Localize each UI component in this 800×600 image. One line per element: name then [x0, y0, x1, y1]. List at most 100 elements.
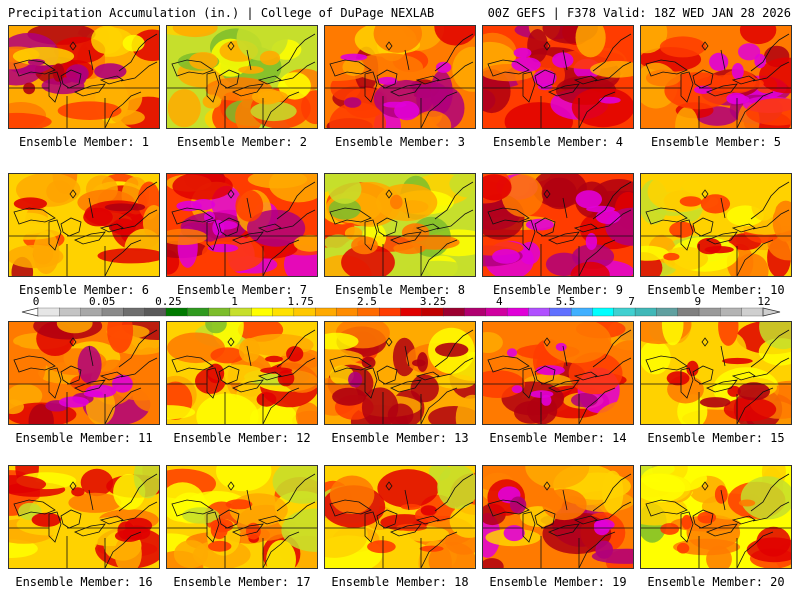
- precip-contour: [739, 26, 777, 45]
- colorbar-bin: [165, 307, 188, 317]
- precipitation-colorbar: [21, 307, 781, 317]
- boundary-line: [257, 371, 282, 381]
- boundary-line: [382, 345, 422, 424]
- geography-overlay: [641, 329, 791, 424]
- boundary-line: [415, 515, 440, 525]
- colorbar-tick-label: 1: [231, 295, 238, 308]
- precip-contour: [759, 57, 791, 94]
- precip-core: [23, 82, 36, 95]
- precip-core: [94, 63, 127, 80]
- precip-core: [552, 52, 574, 68]
- boundary-line: [60, 365, 82, 385]
- boundary-line: [434, 329, 474, 368]
- precip-contour: [266, 540, 296, 568]
- boundary-line: [376, 365, 398, 385]
- boundary-line: [736, 531, 774, 568]
- colorbar-bin: [187, 307, 210, 317]
- boundary-line: [120, 61, 158, 82]
- precip-contour: [57, 101, 122, 120]
- colorbar-tick-label: 9: [694, 295, 702, 308]
- ensemble-member-map: [324, 25, 476, 129]
- boundary-line: [540, 197, 580, 276]
- colorbar-tick-label: 0: [32, 295, 40, 308]
- colorbar-bin: [485, 307, 508, 317]
- precip-core: [104, 203, 138, 212]
- diamond-marker-icon: [227, 337, 235, 347]
- precip-core: [737, 382, 770, 401]
- boundary-line: [257, 75, 282, 85]
- boundary-line: [376, 217, 398, 237]
- colorbar-bin: [123, 307, 146, 317]
- precip-core: [256, 392, 277, 407]
- colorbar-bin: [741, 307, 764, 317]
- precip-contour: [536, 556, 577, 568]
- model-run-valid-time: 00Z GEFS | F378 Valid: 18Z WED JAN 28 20…: [487, 6, 791, 20]
- boundary-line: [66, 49, 106, 128]
- boundary-line: [594, 61, 632, 82]
- precip-core: [83, 390, 104, 397]
- ensemble-member-label: Ensemble Member: 9: [492, 283, 624, 297]
- ensemble-member-map: [8, 25, 160, 129]
- precip-core: [666, 371, 690, 386]
- boundary-line: [329, 355, 372, 373]
- precip-core: [575, 190, 602, 209]
- ensemble-member-label: Ensemble Member: 13: [331, 431, 469, 445]
- boundary-line: [278, 61, 316, 82]
- precip-core: [208, 540, 232, 552]
- ensemble-member-label: Ensemble Member: 1: [18, 135, 150, 149]
- precip-contour: [483, 332, 503, 353]
- colorbar-bin: [528, 307, 551, 317]
- precip-contour: [571, 87, 633, 128]
- boundary-line: [262, 531, 300, 568]
- precip-contour: [542, 513, 612, 555]
- precip-contour: [361, 387, 399, 424]
- ensemble-member-label: Ensemble Member: 4: [492, 135, 624, 149]
- colorbar-bin: [656, 307, 679, 317]
- boundary-line: [752, 501, 790, 522]
- colorbar-bin: [208, 307, 231, 317]
- boundary-line: [118, 473, 158, 512]
- boundary-line: [645, 207, 688, 225]
- precip-core: [727, 385, 741, 397]
- precip-core: [726, 94, 750, 104]
- colorbar-tick-label: 12: [757, 295, 771, 308]
- precip-core: [599, 96, 621, 104]
- precip-contour: [167, 405, 196, 420]
- diamond-marker-icon: [543, 481, 551, 491]
- boundary-line: [224, 197, 264, 276]
- precip-contour: [413, 110, 452, 128]
- diamond-marker-icon: [69, 41, 77, 51]
- precip-core: [594, 519, 615, 531]
- colorbar-bin: [506, 307, 529, 317]
- colorbar-bin: [293, 307, 316, 317]
- precip-core: [529, 390, 554, 398]
- precip-core: [71, 487, 85, 497]
- precip-contour: [68, 492, 122, 513]
- precip-core: [503, 525, 525, 542]
- colorbar-tick-label: 0.05: [88, 295, 116, 308]
- boundary-line: [698, 197, 738, 276]
- precip-core: [660, 523, 680, 535]
- precip-core: [377, 76, 398, 85]
- precip-contour: [295, 402, 317, 424]
- diamond-marker-icon: [385, 41, 393, 51]
- boundary-line: [436, 209, 474, 230]
- boundary-line: [692, 69, 714, 89]
- ensemble-member-label: Ensemble Member: 19: [489, 575, 627, 589]
- precip-map: [167, 26, 317, 128]
- ensemble-member-map: [8, 321, 160, 425]
- precip-contour: [341, 244, 395, 276]
- precip-core: [679, 196, 702, 207]
- precip-map: [167, 322, 317, 424]
- boundary-line: [278, 357, 316, 378]
- boundary-line: [382, 197, 422, 276]
- precip-contour: [205, 322, 227, 334]
- ensemble-member-map: [482, 173, 634, 277]
- precip-contour: [416, 81, 451, 117]
- boundary-line: [645, 499, 688, 517]
- precip-contour: [329, 102, 387, 128]
- precip-contour: [9, 399, 24, 415]
- colorbar-bin: [37, 307, 60, 317]
- boundary-line: [224, 49, 264, 128]
- precip-map: [325, 466, 475, 568]
